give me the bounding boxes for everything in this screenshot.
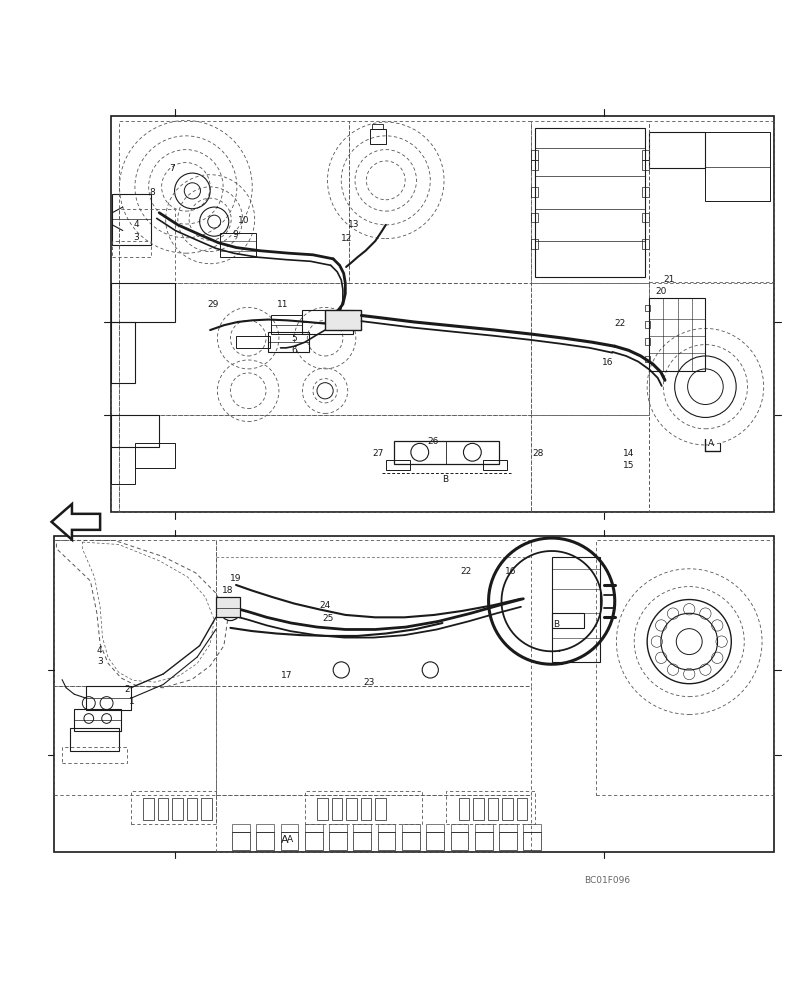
Text: 16: 16 <box>601 358 612 367</box>
Text: 28: 28 <box>531 449 543 458</box>
Text: 3: 3 <box>97 657 102 666</box>
Text: 1: 1 <box>129 697 135 706</box>
Text: 12: 12 <box>341 234 352 243</box>
Text: 9: 9 <box>233 230 238 239</box>
Text: 16: 16 <box>504 567 516 576</box>
Text: 14: 14 <box>622 449 633 458</box>
Text: 13: 13 <box>347 220 358 229</box>
Text: A: A <box>281 835 288 845</box>
Text: 17: 17 <box>281 671 292 680</box>
Text: 27: 27 <box>371 449 383 458</box>
Text: 21: 21 <box>663 275 674 284</box>
Text: 10: 10 <box>238 216 249 225</box>
Text: 18: 18 <box>221 586 233 595</box>
Polygon shape <box>51 504 100 540</box>
Text: 11: 11 <box>277 300 288 309</box>
Text: 22: 22 <box>614 319 625 328</box>
Text: A: A <box>707 439 713 448</box>
Text: 26: 26 <box>427 437 439 446</box>
Text: 5: 5 <box>290 334 297 343</box>
Text: 2: 2 <box>124 685 130 694</box>
Text: B: B <box>442 475 448 484</box>
Text: 4: 4 <box>133 220 139 229</box>
Polygon shape <box>216 597 240 617</box>
Text: 19: 19 <box>230 574 242 583</box>
Text: 15: 15 <box>622 461 633 470</box>
Text: 6: 6 <box>290 346 297 355</box>
Polygon shape <box>324 310 361 330</box>
Text: 3: 3 <box>133 233 139 242</box>
Text: 7: 7 <box>169 164 175 173</box>
Text: 25: 25 <box>322 614 333 623</box>
Text: BC01F096: BC01F096 <box>583 876 629 885</box>
Text: 8: 8 <box>149 188 155 197</box>
Text: A: A <box>287 835 293 844</box>
Text: 23: 23 <box>363 678 374 687</box>
Text: 24: 24 <box>319 601 330 610</box>
Text: 20: 20 <box>654 287 666 296</box>
Text: 22: 22 <box>460 567 471 576</box>
Text: B: B <box>552 620 559 629</box>
Text: 4: 4 <box>97 646 102 655</box>
Text: 29: 29 <box>208 300 219 309</box>
